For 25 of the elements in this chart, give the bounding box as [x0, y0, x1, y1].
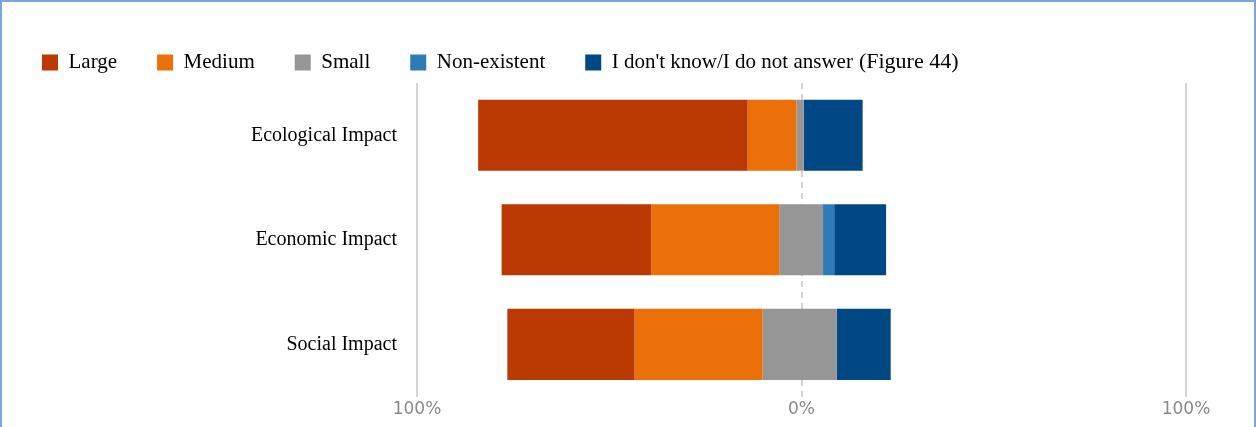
bar	[834, 204, 887, 276]
x-tick-label: 0%	[788, 398, 815, 419]
bar	[651, 204, 780, 276]
bar	[796, 99, 804, 171]
bar	[507, 308, 635, 380]
text: (Figure 44)	[858, 48, 959, 74]
legend-label: Small	[321, 49, 371, 74]
bar	[823, 204, 835, 276]
bar	[836, 308, 891, 380]
y-tick-label: Economic Impact	[255, 227, 398, 251]
bar	[478, 99, 748, 171]
bar	[634, 308, 763, 380]
bar	[747, 99, 797, 171]
legend-label: I don't know/I do not answer	[611, 49, 853, 74]
legend-label: Non-existent	[436, 49, 546, 74]
bar	[501, 204, 652, 276]
bar	[762, 308, 837, 380]
y-tick-label: Ecological Impact	[250, 122, 398, 146]
bar	[779, 204, 824, 276]
bar	[803, 99, 863, 171]
legend-label: Medium	[183, 49, 255, 74]
legend-label: Large	[68, 49, 118, 74]
y-tick-label: Social Impact	[286, 331, 398, 355]
x-tick-label: 100%	[392, 398, 442, 419]
x-tick-label: 100%	[1161, 398, 1211, 419]
